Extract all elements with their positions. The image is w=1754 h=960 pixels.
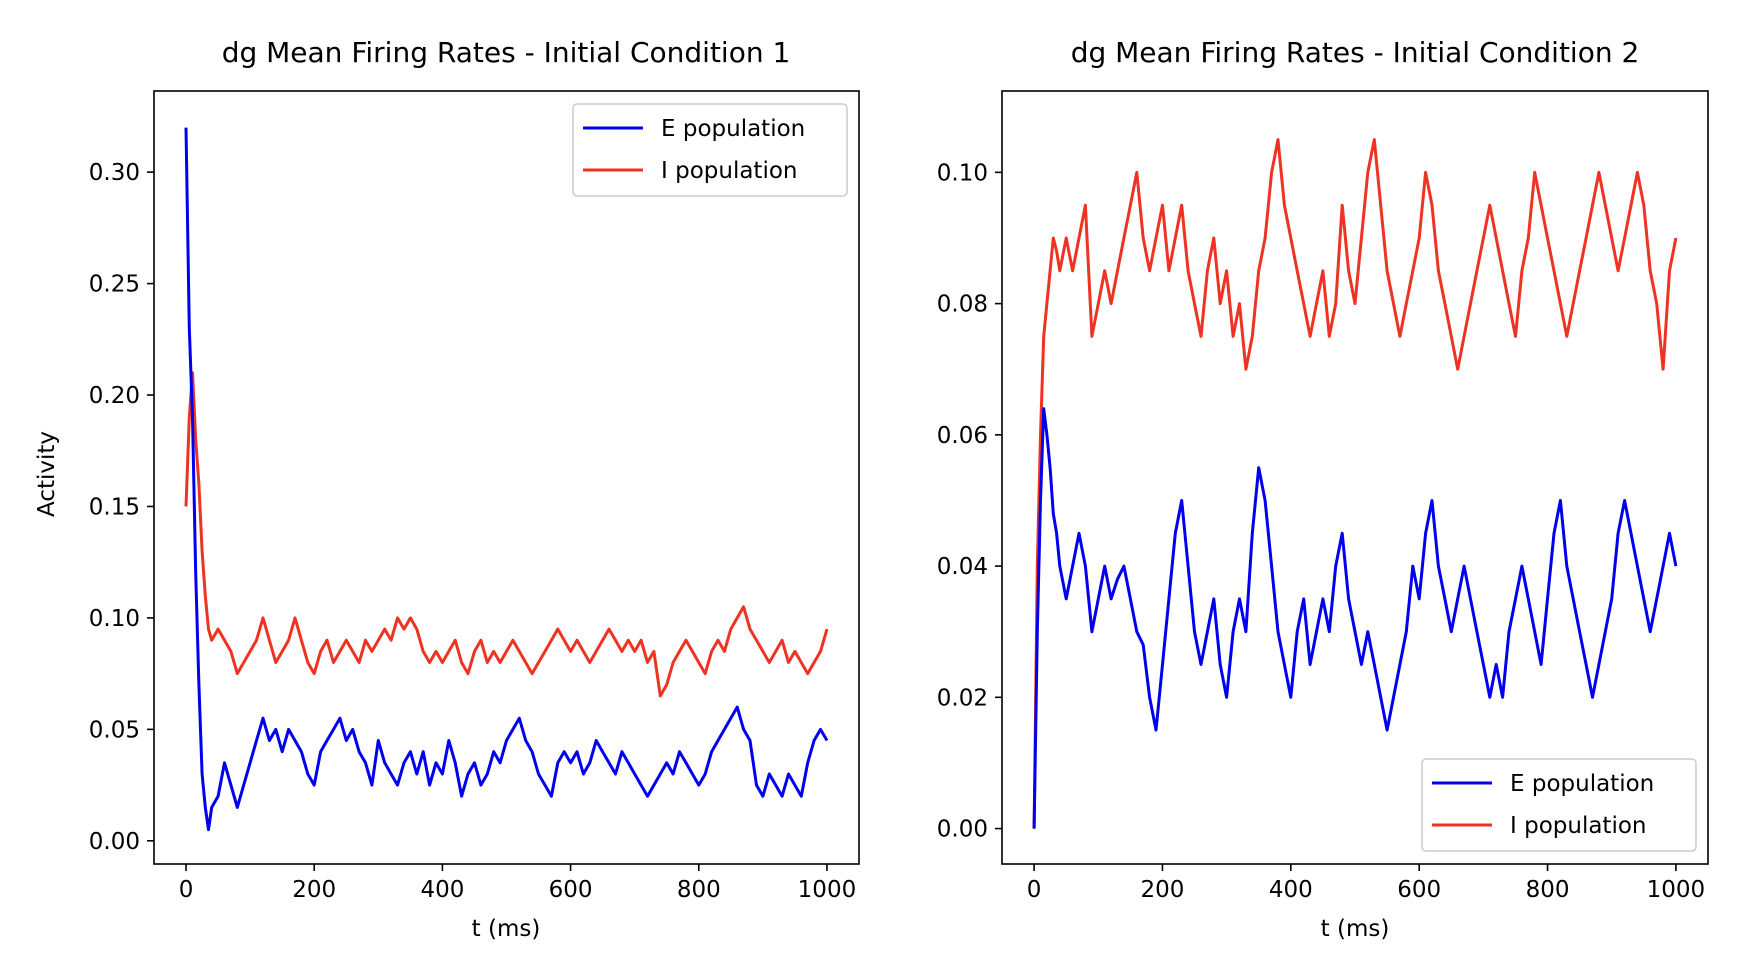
x-axis-label: t (ms) <box>1321 916 1390 942</box>
x-tick-label: 1000 <box>798 877 857 903</box>
x-ticks: 0 200 400 600 800 1000 <box>179 864 857 903</box>
y-tick-label: 0.04 <box>937 554 988 580</box>
x-ticks: 0 200 400 600 800 1000 <box>1027 864 1705 903</box>
subplot-title: dg Mean Firing Rates - Initial Condition… <box>222 36 791 69</box>
series-line-e-population <box>1032 407 1678 829</box>
axes-frame <box>1001 90 1709 865</box>
series-layer <box>1032 138 1678 829</box>
legend-label-i: I population <box>661 158 797 184</box>
x-tick-label: 1000 <box>1647 877 1706 903</box>
y-tick-label: 0.02 <box>937 685 988 711</box>
x-axis-label: t (ms) <box>472 916 541 942</box>
x-tick-label: 200 <box>1141 877 1185 903</box>
x-tick-label: 400 <box>420 877 464 903</box>
y-ticks: 0.00 0.05 0.10 0.15 0.20 0.25 0.30 <box>89 160 154 855</box>
series-layer <box>184 127 829 832</box>
y-tick-label: 0.00 <box>937 817 988 843</box>
y-tick-label: 0.05 <box>89 717 140 743</box>
y-tick-label: 0.10 <box>89 606 140 632</box>
x-tick-label: 0 <box>1027 877 1042 903</box>
x-tick-label: 800 <box>677 877 721 903</box>
y-tick-label: 0.15 <box>89 494 140 520</box>
y-tick-label: 0.10 <box>937 160 988 186</box>
x-tick-label: 600 <box>1397 877 1441 903</box>
legend-label-i: I population <box>1510 813 1646 839</box>
y-tick-label: 0.00 <box>89 829 140 855</box>
legend: E population I population <box>1421 758 1697 852</box>
y-tick-label: 0.25 <box>89 272 140 298</box>
legend-label-e: E population <box>1510 771 1654 797</box>
legend: E population I population <box>572 103 848 197</box>
y-tick-label: 0.30 <box>89 160 140 186</box>
subplot-initial-condition-2: dg Mean Firing Rates - Initial Condition… <box>937 36 1709 942</box>
series-line-i-population <box>1032 138 1678 829</box>
x-tick-label: 200 <box>292 877 336 903</box>
y-tick-label: 0.06 <box>937 423 988 449</box>
subplot-initial-condition-1: dg Mean Firing Rates - Initial Condition… <box>34 36 860 942</box>
series-line-i-population <box>184 371 829 698</box>
y-tick-label: 0.08 <box>937 292 988 318</box>
y-axis-label: Activity <box>34 431 60 517</box>
legend-label-e: E population <box>661 116 805 142</box>
x-tick-label: 800 <box>1526 877 1570 903</box>
x-tick-label: 0 <box>179 877 194 903</box>
y-ticks: 0.00 0.02 0.04 0.06 0.08 0.10 <box>937 160 1002 843</box>
y-tick-label: 0.20 <box>89 383 140 409</box>
axes-frame <box>153 90 860 865</box>
series-line-e-population <box>184 127 829 832</box>
x-tick-label: 600 <box>549 877 593 903</box>
x-tick-label: 400 <box>1269 877 1313 903</box>
subplot-title: dg Mean Firing Rates - Initial Condition… <box>1071 36 1640 69</box>
